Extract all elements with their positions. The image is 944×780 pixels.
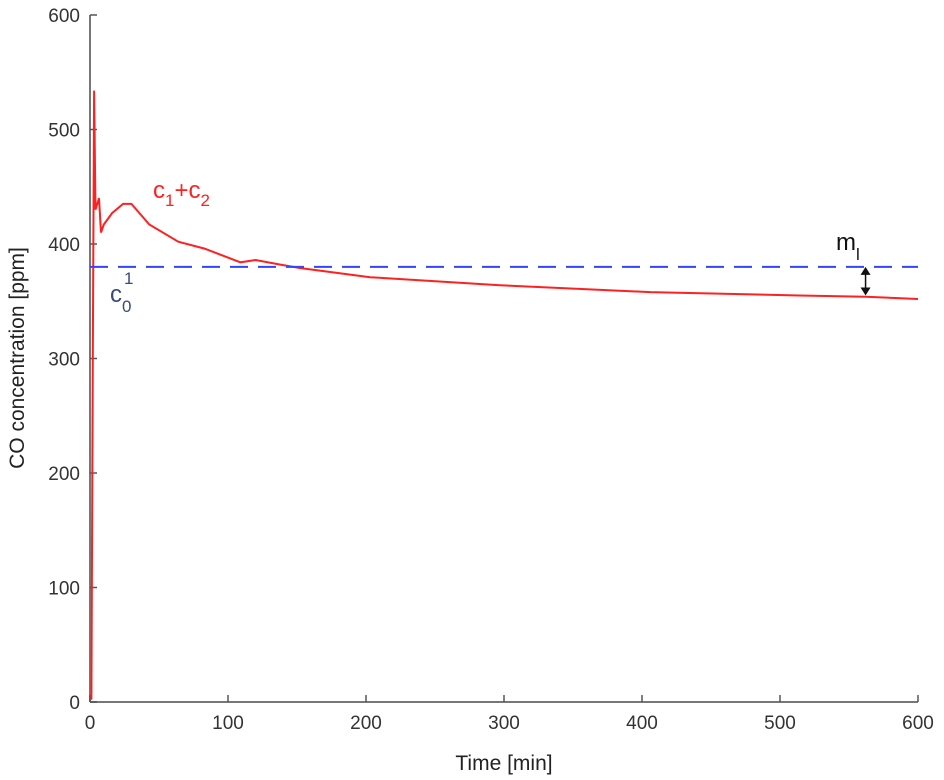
series-line-0 [90,90,919,700]
y-tick-label: 100 [48,579,80,600]
annotation-c0-1: c01 [110,269,133,316]
y-tick-label: 300 [48,350,80,371]
x-tick-label: 500 [764,713,796,734]
axes: 0 100 200 300 400 500 600 0 100 200 300 400 500 600 [48,6,934,734]
ml-arrow-head-bottom [860,287,871,296]
x-tick-label: 600 [902,713,934,734]
y-tick-label: 400 [48,235,80,256]
y-tick-label: 500 [48,121,80,142]
ml-arrow-head-top [860,266,871,275]
y-tick-label: 600 [48,6,80,27]
series-layer [90,90,919,700]
x-tick-label: 300 [488,713,520,734]
x-tick-label: 100 [212,713,244,734]
annotations: c1+c2 c01 ml [110,177,860,316]
x-axis-label: Time [min] [455,752,552,775]
y-axis-label: CO concentration [ppm] [6,247,29,469]
x-tick-label: 200 [350,713,382,734]
y-tick-label: 200 [48,464,80,485]
annotation-c1-c2: c1+c2 [153,177,210,210]
annotation-ml: ml [836,229,860,264]
x-tick-label: 0 [85,713,96,734]
y-tick-label: 0 [69,693,80,714]
x-tick-label: 400 [626,713,658,734]
